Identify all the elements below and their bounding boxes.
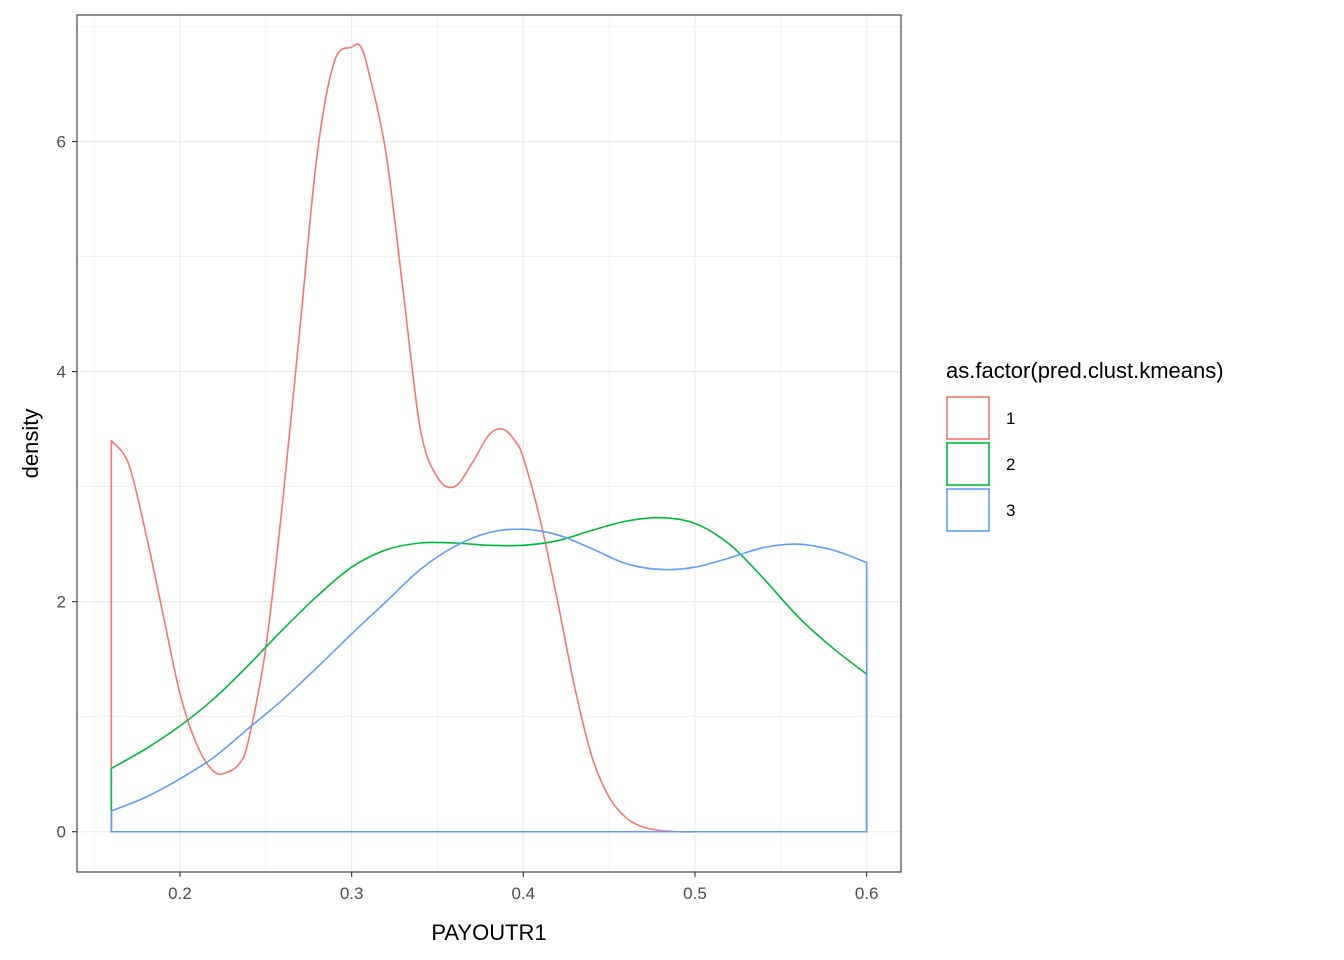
series-layer <box>110 43 868 833</box>
legend-label-1: 1 <box>1006 409 1015 428</box>
density-line-series-1 <box>110 43 696 833</box>
x-tick-label: 0.6 <box>855 884 879 903</box>
x-tick-label: 0.4 <box>512 884 536 903</box>
x-tick-label: 0.5 <box>683 884 707 903</box>
legend-title: as.factor(pred.clust.kmeans) <box>946 358 1224 383</box>
panel-background <box>77 15 901 872</box>
legend-key-1 <box>946 396 990 440</box>
x-tick-label: 0.2 <box>168 884 192 903</box>
legend-key-2 <box>946 442 990 486</box>
legend-label-3: 3 <box>1006 501 1015 520</box>
y-tick-label: 4 <box>57 363 66 382</box>
legend-label-2: 2 <box>1006 455 1015 474</box>
grid-minor <box>77 15 901 872</box>
x-axis-title: PAYOUTR1 <box>431 920 546 945</box>
y-tick-label: 2 <box>57 593 66 612</box>
panel-border <box>76 14 902 873</box>
x-axis: 0.2 0.3 0.4 0.5 0.6 <box>168 872 878 903</box>
y-axis: 0 2 4 6 <box>57 133 77 842</box>
plot-panel <box>76 14 902 873</box>
legend: as.factor(pred.clust.kmeans) 1 2 3 <box>946 358 1224 532</box>
legend-key-3 <box>946 488 990 532</box>
legend-keys: 1 2 3 <box>946 396 1015 532</box>
density-line-series-2 <box>110 516 868 833</box>
y-tick-label: 6 <box>57 133 66 152</box>
x-tick-label: 0.3 <box>340 884 364 903</box>
y-tick-label: 0 <box>57 823 66 842</box>
y-axis-title: density <box>18 409 43 479</box>
density-line-series-3 <box>110 528 868 833</box>
